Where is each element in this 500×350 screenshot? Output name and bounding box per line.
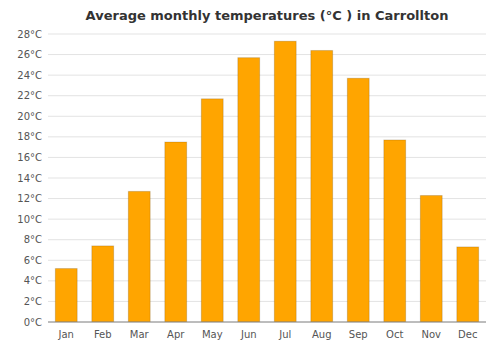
y-tick-label: 4°C (24, 275, 42, 286)
grid-line (48, 116, 486, 117)
bar (55, 269, 77, 322)
x-axis-line (48, 322, 486, 323)
grid-line (48, 322, 486, 323)
bar (92, 246, 114, 322)
x-tick-label: Aug (312, 329, 332, 340)
bar (238, 58, 260, 322)
title: Average monthly temperatures (°C ) in Ca… (86, 8, 449, 23)
grid-line (48, 157, 486, 158)
x-axis: Jan Feb Mar Apr May Jun Jul Aug Sep Oct Nov Dec (48, 322, 486, 340)
y-tick-label: 18°C (17, 131, 42, 142)
bar (457, 247, 479, 322)
bar (128, 191, 150, 322)
bar (420, 195, 442, 322)
y-tick-label: 14°C (17, 173, 42, 184)
x-tick-label: Jul (278, 329, 291, 340)
x-tick-label: Feb (94, 329, 112, 340)
x-tick-label: Oct (386, 329, 403, 340)
y-tick-label: 0°C (24, 317, 42, 328)
x-tick-label: Nov (421, 329, 441, 340)
x-tick-label: Jun (240, 329, 257, 340)
bar (311, 50, 333, 322)
y-tick-label: 2°C (24, 296, 42, 307)
y-tick-label: 12°C (17, 193, 42, 204)
y-tick-label: 24°C (17, 70, 42, 81)
chart-container: Average monthly temperatures (°C ) in Ca… (0, 0, 500, 350)
y-tick-label: 16°C (17, 152, 42, 163)
x-tick-label: May (202, 329, 223, 340)
x-tick-label: Mar (130, 329, 150, 340)
y-tick-label: 8°C (24, 234, 42, 245)
grid-line (48, 95, 486, 96)
grid-line (48, 136, 486, 137)
x-tick-label: Jan (58, 329, 74, 340)
x-tick-label: Apr (167, 329, 185, 340)
grid-line (48, 75, 486, 76)
y-tick-label: 10°C (17, 214, 42, 225)
y-tick-label: 22°C (17, 90, 42, 101)
grid-line (48, 54, 486, 55)
bar (384, 140, 406, 322)
y-axis: 0°C 2°C 4°C 6°C 8°C 10°C 12°C 14°C 16°C 18°C 20°C 2… (17, 29, 486, 328)
x-tick-label: Dec (458, 329, 477, 340)
y-tick-label: 20°C (17, 111, 42, 122)
bar (201, 99, 223, 322)
bar (347, 78, 369, 322)
bar (274, 41, 296, 322)
grid-line (48, 34, 486, 35)
bars (55, 41, 478, 322)
bar (165, 142, 187, 322)
x-tick-label: Sep (349, 329, 368, 340)
y-tick-label: 28°C (17, 29, 42, 40)
grid-line (48, 178, 486, 179)
y-tick-label: 6°C (24, 255, 42, 266)
y-tick-label: 26°C (17, 49, 42, 60)
chart: Average monthly temperatures (°C ) in Ca… (0, 0, 500, 350)
